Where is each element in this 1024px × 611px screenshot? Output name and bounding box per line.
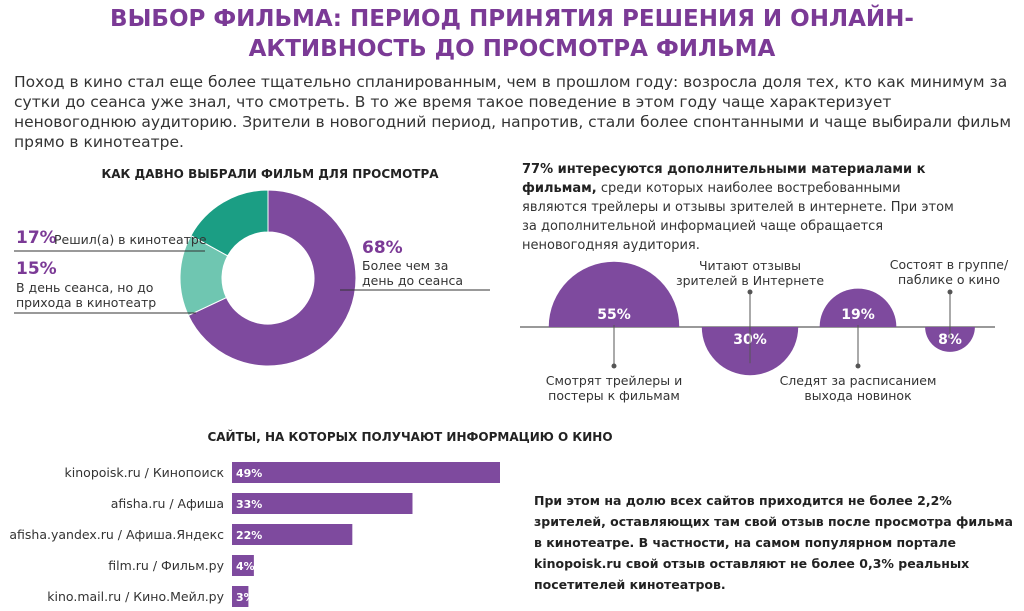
category-label: Смотрят трейлеры и постеры к фильмам xyxy=(545,373,683,403)
leader-dot xyxy=(747,289,753,295)
value-label: 3% xyxy=(236,591,255,604)
value-label: 15% xyxy=(16,259,57,279)
donut-segment xyxy=(190,189,269,257)
category-label: В день сеанса, но до прихода в кинотеатр xyxy=(16,280,157,310)
value-label: 49% xyxy=(236,467,262,480)
value-label: 68% xyxy=(362,238,403,258)
category-label: afisha.yandex.ru / Афиша.Яндекс xyxy=(9,527,224,542)
info-note: 77% интересуются дополнительными материа… xyxy=(522,160,962,255)
chart-title: САЙТЫ, НА КОТОРЫХ ПОЛУЧАЮТ ИНФОРМАЦИЮ О … xyxy=(207,430,613,444)
donut-segment xyxy=(187,189,357,367)
value-label: 4% xyxy=(236,560,255,573)
leader-dot xyxy=(947,289,953,295)
category-label: Читают отзывы зрителей в Интернете xyxy=(675,258,825,288)
value-label: 19% xyxy=(841,307,875,323)
category-label: Решил(а) в кинотеатре xyxy=(54,232,207,247)
value-label: 55% xyxy=(597,307,631,323)
value-label: 22% xyxy=(236,529,262,542)
info-note-text: среди которых наиболее востребованными я… xyxy=(522,181,954,253)
value-label: 33% xyxy=(236,498,262,511)
semicircle xyxy=(548,261,680,327)
category-label: Следят за расписанием выхода новинок xyxy=(779,373,937,403)
semicircle xyxy=(819,288,897,327)
leader-dot xyxy=(611,363,617,369)
leader-dot xyxy=(855,363,861,369)
bar xyxy=(232,524,353,545)
category-label: Более чем за день до сеанса xyxy=(362,258,464,288)
value-label: 17% xyxy=(16,228,57,248)
sites-note: При этом на долю всех сайтов приходится … xyxy=(534,493,1013,592)
bar xyxy=(232,555,254,576)
intro-text: Поход в кино стал еще более тщательно сп… xyxy=(14,73,1012,151)
category-label: kino.mail.ru / Кино.Мейл.ру xyxy=(47,589,224,604)
bar xyxy=(232,493,413,514)
chart-title: КАК ДАВНО ВЫБРАЛИ ФИЛЬМ ДЛЯ ПРОСМОТРА xyxy=(101,167,439,181)
info-note-lead: 77% интересуются дополнительными материа… xyxy=(522,162,926,196)
bar xyxy=(232,462,500,483)
page-title: ВЫБОР ФИЛЬМА: ПЕРИОД ПРИНЯТИЯ РЕШЕНИЯ И … xyxy=(110,6,914,62)
bar xyxy=(232,586,249,607)
value-label: 8% xyxy=(938,332,962,348)
category-label: kinopoisk.ru / Кинопоиск xyxy=(64,465,224,480)
category-label: film.ru / Фильм.ру xyxy=(108,558,224,573)
category-label: Состоят в группе/ паблике о кино xyxy=(889,257,1009,287)
category-label: afisha.ru / Афиша xyxy=(110,496,224,511)
